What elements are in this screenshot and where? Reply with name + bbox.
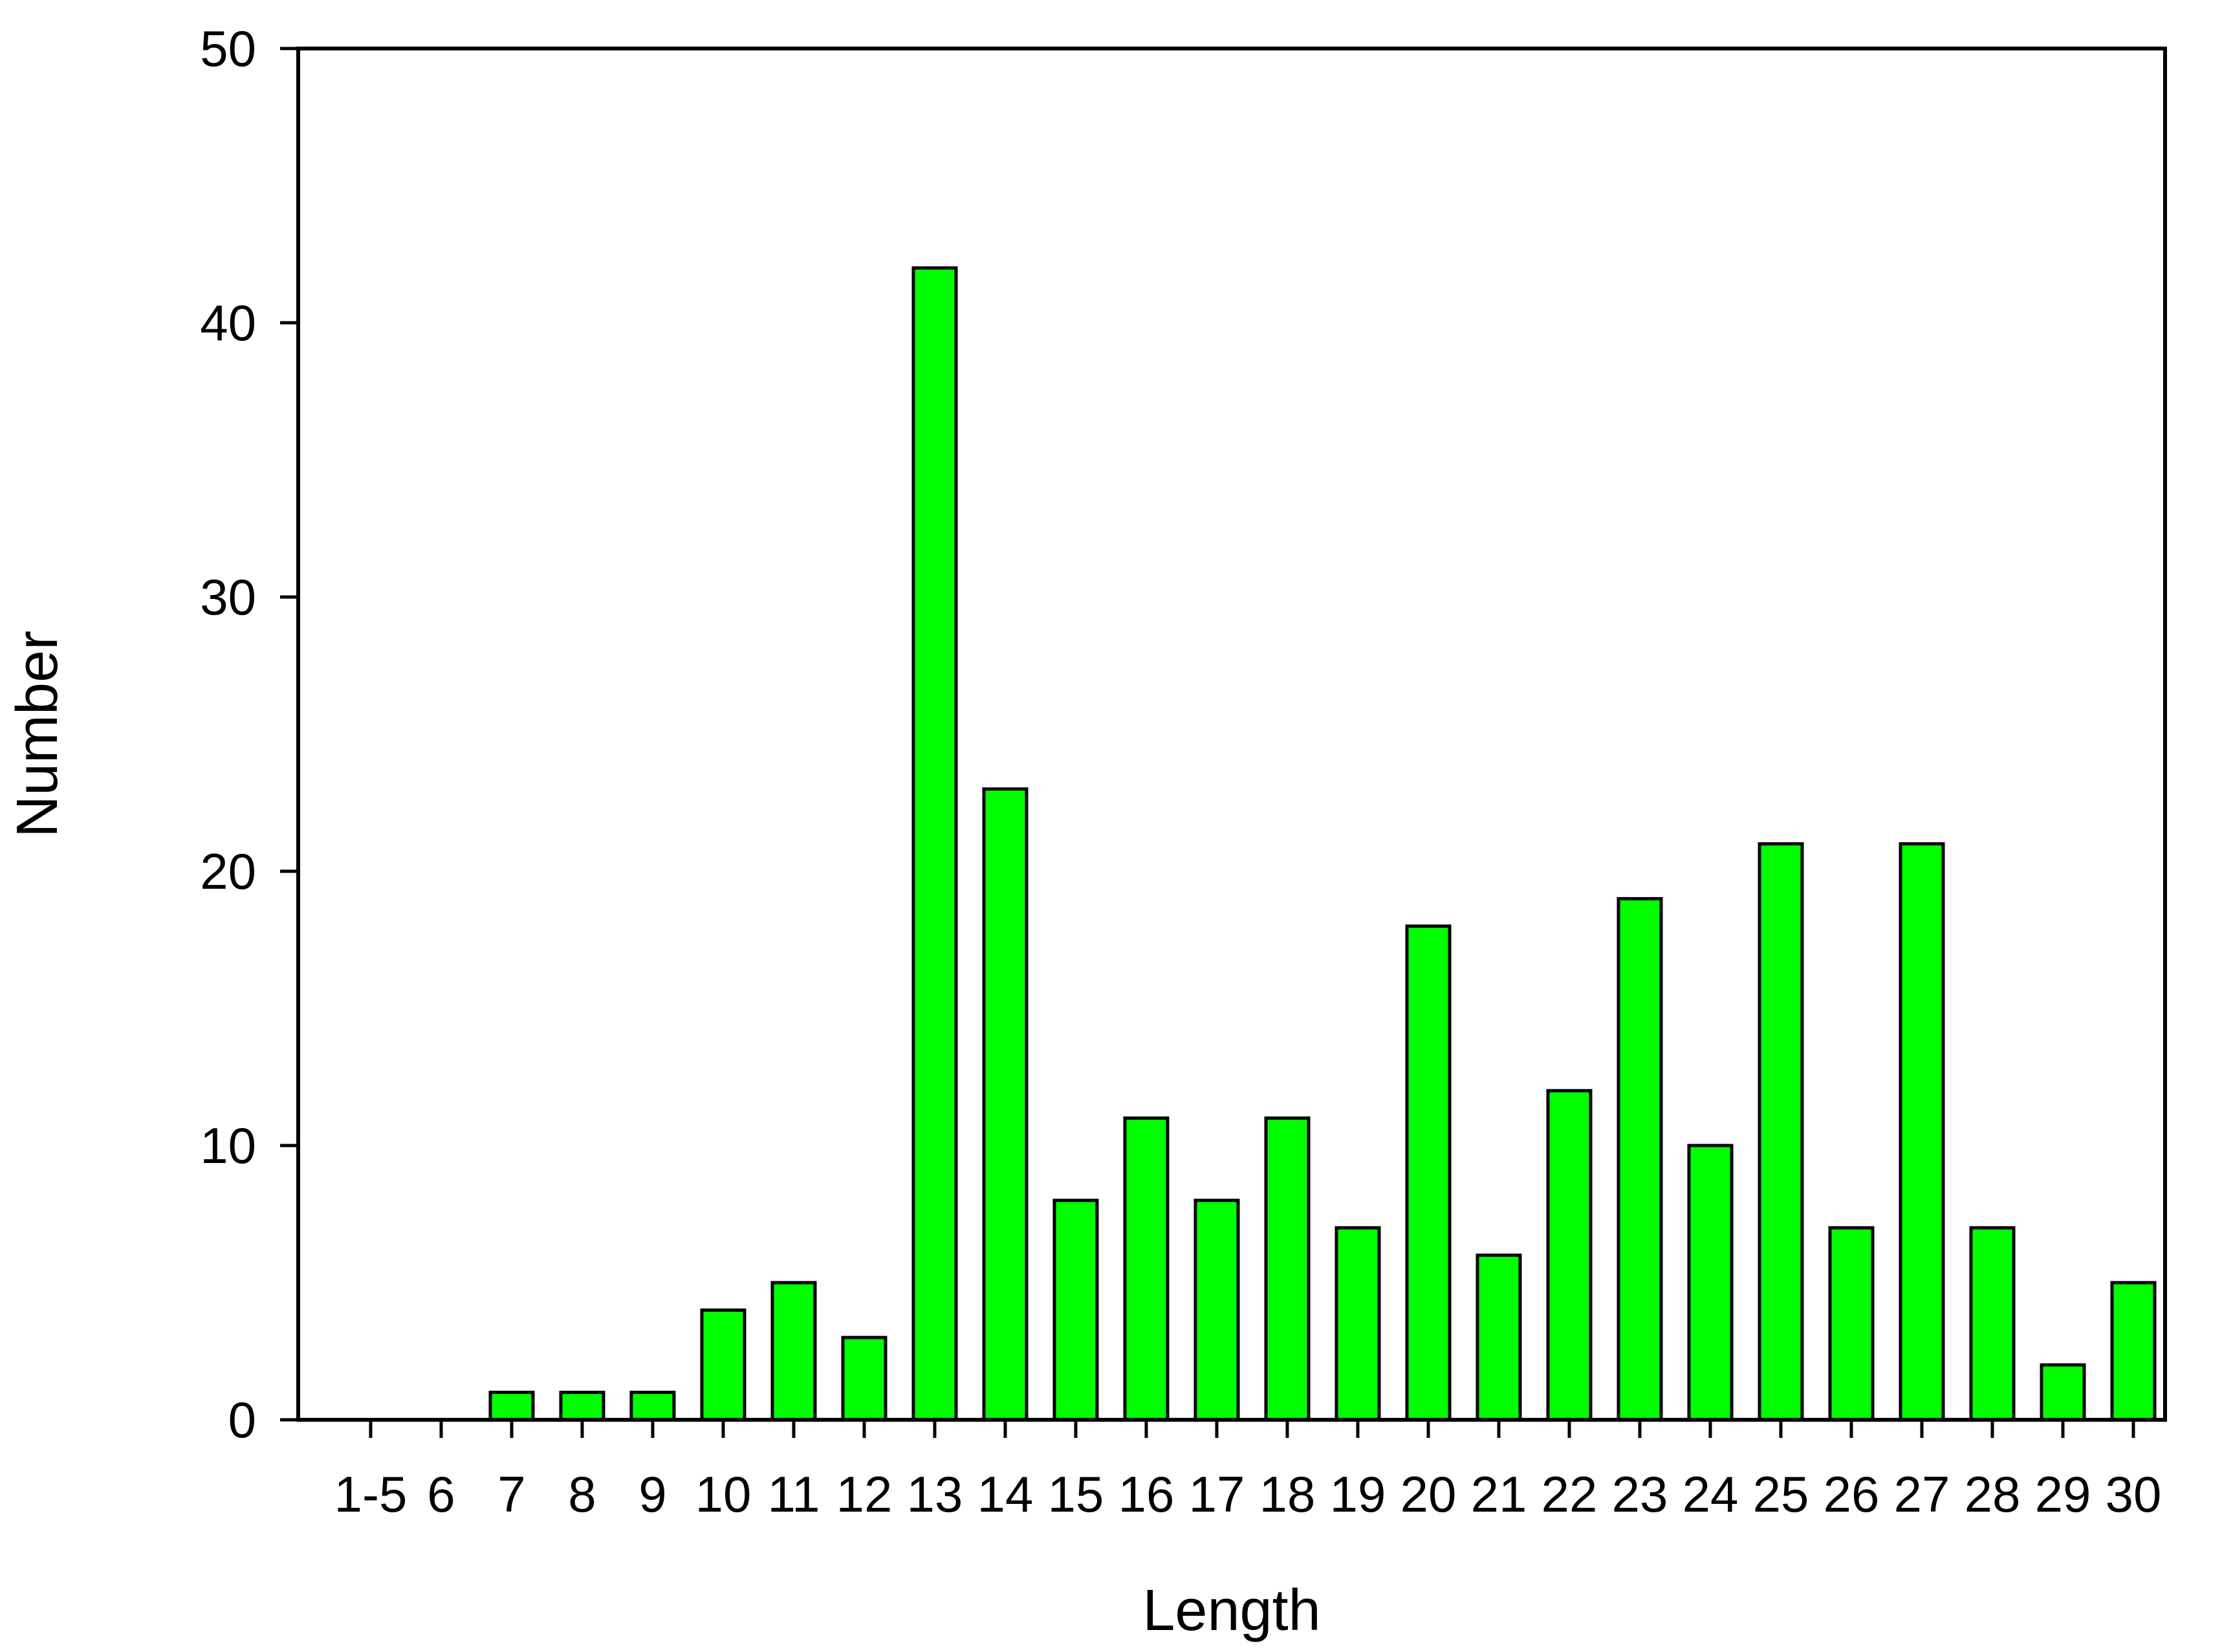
x-tick-label-12: 12 (836, 1466, 893, 1523)
bar-21 (1476, 1254, 1522, 1422)
axes (296, 47, 2167, 1422)
x-tick-label-16: 16 (1118, 1466, 1175, 1523)
bar-26 (1828, 1226, 1875, 1422)
x-tick-label-29: 29 (2035, 1466, 2091, 1523)
bar-17 (1193, 1199, 1240, 1422)
x-tick-label-6: 6 (427, 1466, 455, 1523)
x-axis: 1-5 6 7 8 9 10 11 12 13 14 15 16 17 18 19 20 21 22 23 24 25 2… (334, 1420, 2162, 1523)
x-tick-label-17: 17 (1189, 1466, 1245, 1523)
y-tick-label-20: 20 (200, 843, 256, 900)
x-tick-label-13: 13 (907, 1466, 963, 1523)
bar-19 (1334, 1226, 1381, 1422)
x-tick-label-28: 28 (1965, 1466, 2021, 1523)
x-tick-label-21: 21 (1471, 1466, 1527, 1523)
bar-7 (488, 1391, 535, 1422)
x-tick-label-11: 11 (768, 1466, 820, 1523)
y-tick-label-40: 40 (200, 294, 256, 351)
x-tick-label-10: 10 (695, 1466, 752, 1523)
y-axis: 0 10 20 30 40 50 (200, 20, 298, 1448)
y-tick-label-50: 50 (200, 20, 256, 77)
y-tick-label-30: 30 (200, 569, 256, 625)
bar-9 (629, 1391, 676, 1422)
x-tick-label-7: 7 (497, 1466, 525, 1523)
x-tick-label-1-5: 1-5 (334, 1466, 408, 1523)
bar-16 (1123, 1116, 1170, 1422)
bar-22 (1546, 1089, 1593, 1422)
y-tick-label-10: 10 (200, 1117, 256, 1174)
bar-10 (700, 1308, 746, 1422)
y-tick-label-0: 0 (228, 1391, 256, 1448)
bar-14 (982, 787, 1029, 1422)
x-tick-label-15: 15 (1048, 1466, 1104, 1523)
x-tick-label-20: 20 (1400, 1466, 1457, 1523)
bar-23 (1617, 897, 1663, 1422)
bar-30 (2110, 1281, 2157, 1422)
bar-20 (1405, 924, 1452, 1422)
bar-13 (911, 266, 958, 1422)
x-tick-label-24: 24 (1683, 1466, 1739, 1523)
bar-24 (1687, 1144, 1734, 1422)
x-tick-label-30: 30 (2106, 1466, 2162, 1523)
x-tick-label-8: 8 (568, 1466, 596, 1523)
x-tick-label-26: 26 (1824, 1466, 1880, 1523)
x-tick-label-22: 22 (1541, 1466, 1598, 1523)
bars (488, 266, 2157, 1422)
plot-frame (296, 47, 2167, 1422)
bar-25 (1758, 842, 1804, 1422)
x-tick-label-27: 27 (1894, 1466, 1950, 1523)
x-tick-label-19: 19 (1330, 1466, 1386, 1523)
x-axis-title: Length (1142, 1578, 1320, 1643)
x-tick-label-14: 14 (977, 1466, 1034, 1523)
bar-27 (1899, 842, 1945, 1422)
x-tick-label-9: 9 (638, 1466, 666, 1523)
bar-29 (2040, 1363, 2086, 1422)
x-tick-label-18: 18 (1259, 1466, 1316, 1523)
x-tick-label-23: 23 (1612, 1466, 1668, 1523)
x-tick-label-25: 25 (1753, 1466, 1809, 1523)
bar-8 (559, 1391, 605, 1422)
y-axis-title: Number (5, 631, 70, 838)
bar-18 (1264, 1116, 1311, 1422)
bar-15 (1052, 1199, 1099, 1422)
bar-28 (1969, 1226, 2016, 1422)
bar-12 (841, 1336, 888, 1422)
bar-11 (770, 1281, 817, 1422)
